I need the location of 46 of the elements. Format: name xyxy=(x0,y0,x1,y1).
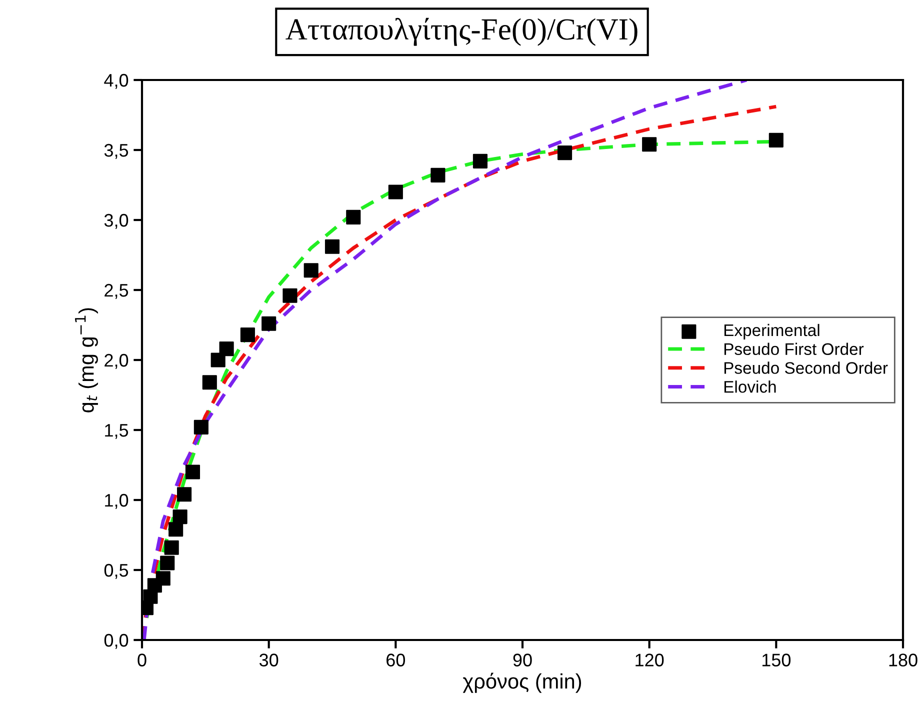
point xyxy=(185,464,200,480)
x-tick-label: 150 xyxy=(762,654,791,666)
point xyxy=(304,263,318,278)
y-tick-label: 3,0 xyxy=(104,214,128,229)
point xyxy=(240,328,255,342)
point xyxy=(262,316,276,331)
point xyxy=(388,184,403,200)
y-tick-label: 0,0 xyxy=(104,634,128,649)
point xyxy=(164,540,179,555)
chart-title: Ατταπουλγίτης-Fe(0)/Cr(VI) xyxy=(286,18,638,46)
legend-label: Elovich xyxy=(724,380,776,393)
point xyxy=(168,522,184,537)
point xyxy=(172,510,188,524)
point xyxy=(430,168,446,182)
y-axis-title: q$_{t}$ (mg g$^{−1}$) xyxy=(75,308,98,412)
point xyxy=(768,132,784,148)
point xyxy=(282,288,298,303)
y-tick-label: 3,5 xyxy=(104,144,128,159)
x-tick-label: 90 xyxy=(513,654,532,666)
point xyxy=(642,137,657,152)
point xyxy=(210,352,226,368)
x-tick-label: 0 xyxy=(138,654,146,666)
legend-label: Experimental xyxy=(724,324,820,340)
legend-label: Pseudo First Order xyxy=(724,342,864,356)
x-axis-title: χρόνος (min) xyxy=(462,672,582,693)
x-tick-label: 120 xyxy=(636,654,664,666)
point xyxy=(557,146,572,160)
x-tick-label: 60 xyxy=(386,654,406,666)
legend-label: Pseudo Second Order xyxy=(724,362,888,374)
x-tick-label: 180 xyxy=(889,654,918,666)
point xyxy=(176,487,192,502)
y-tick-label: 1,5 xyxy=(105,424,128,439)
y-tick-label: 2,5 xyxy=(104,284,128,299)
point xyxy=(160,556,175,570)
point xyxy=(472,154,488,168)
y-tick-label: 1,0 xyxy=(105,494,128,509)
point xyxy=(202,375,217,390)
point xyxy=(194,420,208,434)
y-tick-label: 4,0 xyxy=(104,74,128,89)
point xyxy=(219,342,234,356)
point xyxy=(156,571,170,586)
x-tick-label: 30 xyxy=(259,654,278,666)
y-tick-label: 0,5 xyxy=(104,564,128,579)
point xyxy=(324,239,340,254)
point xyxy=(346,210,361,224)
y-tick-label: 2,0 xyxy=(104,354,128,369)
